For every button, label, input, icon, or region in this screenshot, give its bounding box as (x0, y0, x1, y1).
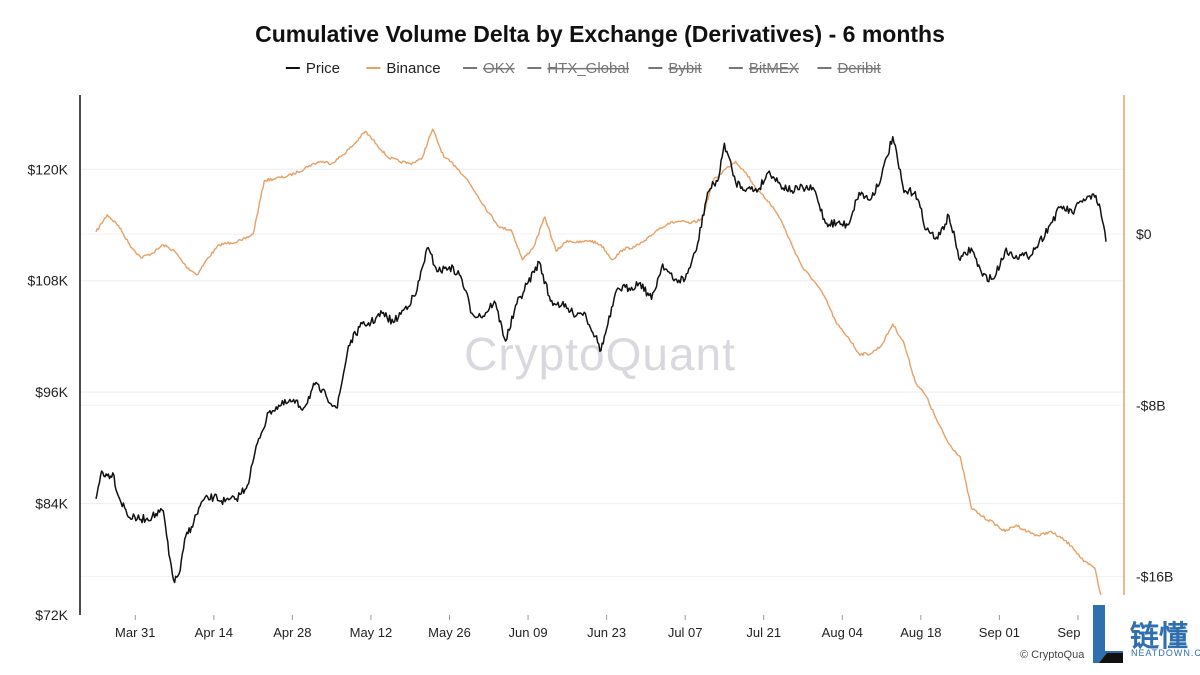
y-left-tick-label: $120K (28, 161, 69, 177)
x-tick-label: Jun 09 (509, 625, 548, 640)
legend-item-bitmex[interactable]: BitMEX (728, 60, 799, 77)
x-tick-label: Jul 07 (668, 625, 703, 640)
y-left-tick-label: $108K (28, 273, 69, 289)
legend-label: HTX_Global (547, 60, 629, 77)
x-tick-label: Aug 18 (900, 625, 941, 640)
legend-item-binance[interactable]: Binance (366, 60, 441, 77)
y-right-tick-label: -$16B (1136, 568, 1173, 584)
legend-item-htx-global[interactable]: HTX_Global (527, 60, 629, 77)
chart-title: Cumulative Volume Delta by Exchange (Der… (255, 21, 945, 47)
legend-item-price[interactable]: Price (285, 60, 340, 77)
series-layer (95, 128, 1107, 603)
logo-subtext: NEATDOWN.COM (1131, 648, 1200, 658)
x-tick-label: Aug 04 (822, 625, 863, 640)
logo-mark-icon (1093, 605, 1123, 663)
y-left-tick-label: $96K (35, 384, 68, 400)
legend-label: BitMEX (749, 60, 799, 77)
credit-text: © CryptoQua (1020, 649, 1085, 661)
legend-label: OKX (483, 60, 515, 77)
y-left-tick-label: $84K (35, 496, 68, 512)
brand-logo: 链懂 NEATDOWN.COM (1085, 595, 1200, 675)
series-line-price (95, 136, 1107, 584)
legend-label: Deribit (837, 60, 881, 77)
x-axis-ticks: Mar 31 Apr 14 Apr 28 May 12 May 26 Jun 09 Jun … (115, 615, 1099, 640)
x-tick-label: Jul 21 (746, 625, 781, 640)
legend-item-bybit[interactable]: Bybit (648, 60, 703, 77)
legend-item-okx[interactable]: OKX (463, 60, 515, 77)
x-tick-label: Jun 23 (587, 625, 626, 640)
left-axis-ticks: $72K $84K $96K $108K $120K (28, 161, 69, 623)
y-right-tick-label: -$8B (1136, 397, 1166, 413)
legend-label: Price (306, 60, 340, 77)
logo-text: 链懂 (1130, 619, 1189, 653)
x-tick-label: May 26 (428, 625, 471, 640)
x-tick-label: Apr 14 (195, 625, 233, 640)
y-right-tick-label: $0 (1136, 226, 1152, 242)
x-tick-label: Apr 28 (273, 625, 311, 640)
legend-label: Bybit (668, 60, 702, 77)
x-tick-label: Sep 01 (979, 625, 1020, 640)
series-line-binance (95, 128, 1107, 603)
x-tick-label: Mar 31 (115, 625, 155, 640)
legend: Price Binance OKX HTX_Global Bybit BitMEX Deri… (285, 60, 882, 77)
watermark: CryptoQuant (464, 328, 736, 380)
legend-label: Binance (386, 60, 440, 77)
grid (80, 168, 1124, 577)
y-left-tick-label: $72K (35, 607, 68, 623)
x-tick-label: May 12 (350, 625, 393, 640)
legend-item-deribit[interactable]: Deribit (817, 60, 882, 77)
right-axis-ticks: $0 -$8B -$16B (1136, 226, 1173, 584)
